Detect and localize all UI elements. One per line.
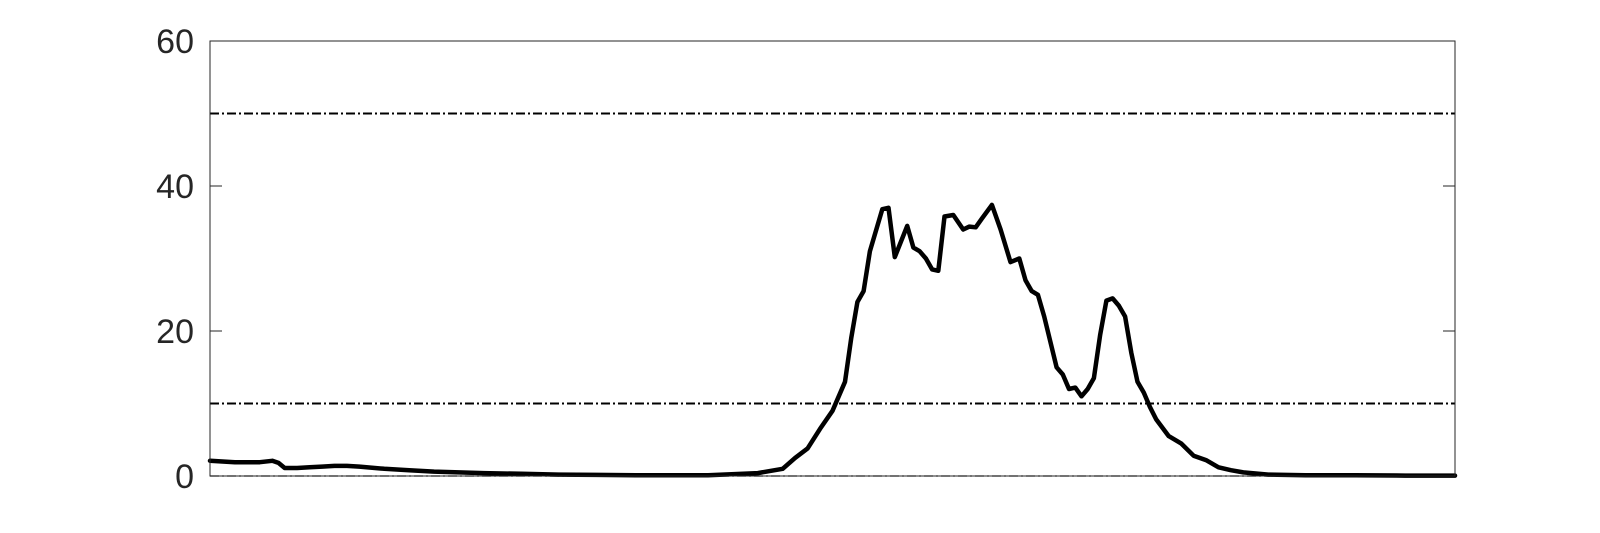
- plot-frame: [209, 40, 1456, 477]
- y-tick-label: 40: [156, 168, 194, 206]
- y-tick-label: 60: [156, 23, 194, 61]
- series-line-1: [207, 202, 1458, 478]
- y-axis-ticks: 0 20 40 60: [156, 23, 1455, 496]
- y-tick-label: 0: [175, 458, 194, 496]
- series-layer: [207, 202, 1458, 478]
- y-tick-label: 20: [156, 313, 194, 351]
